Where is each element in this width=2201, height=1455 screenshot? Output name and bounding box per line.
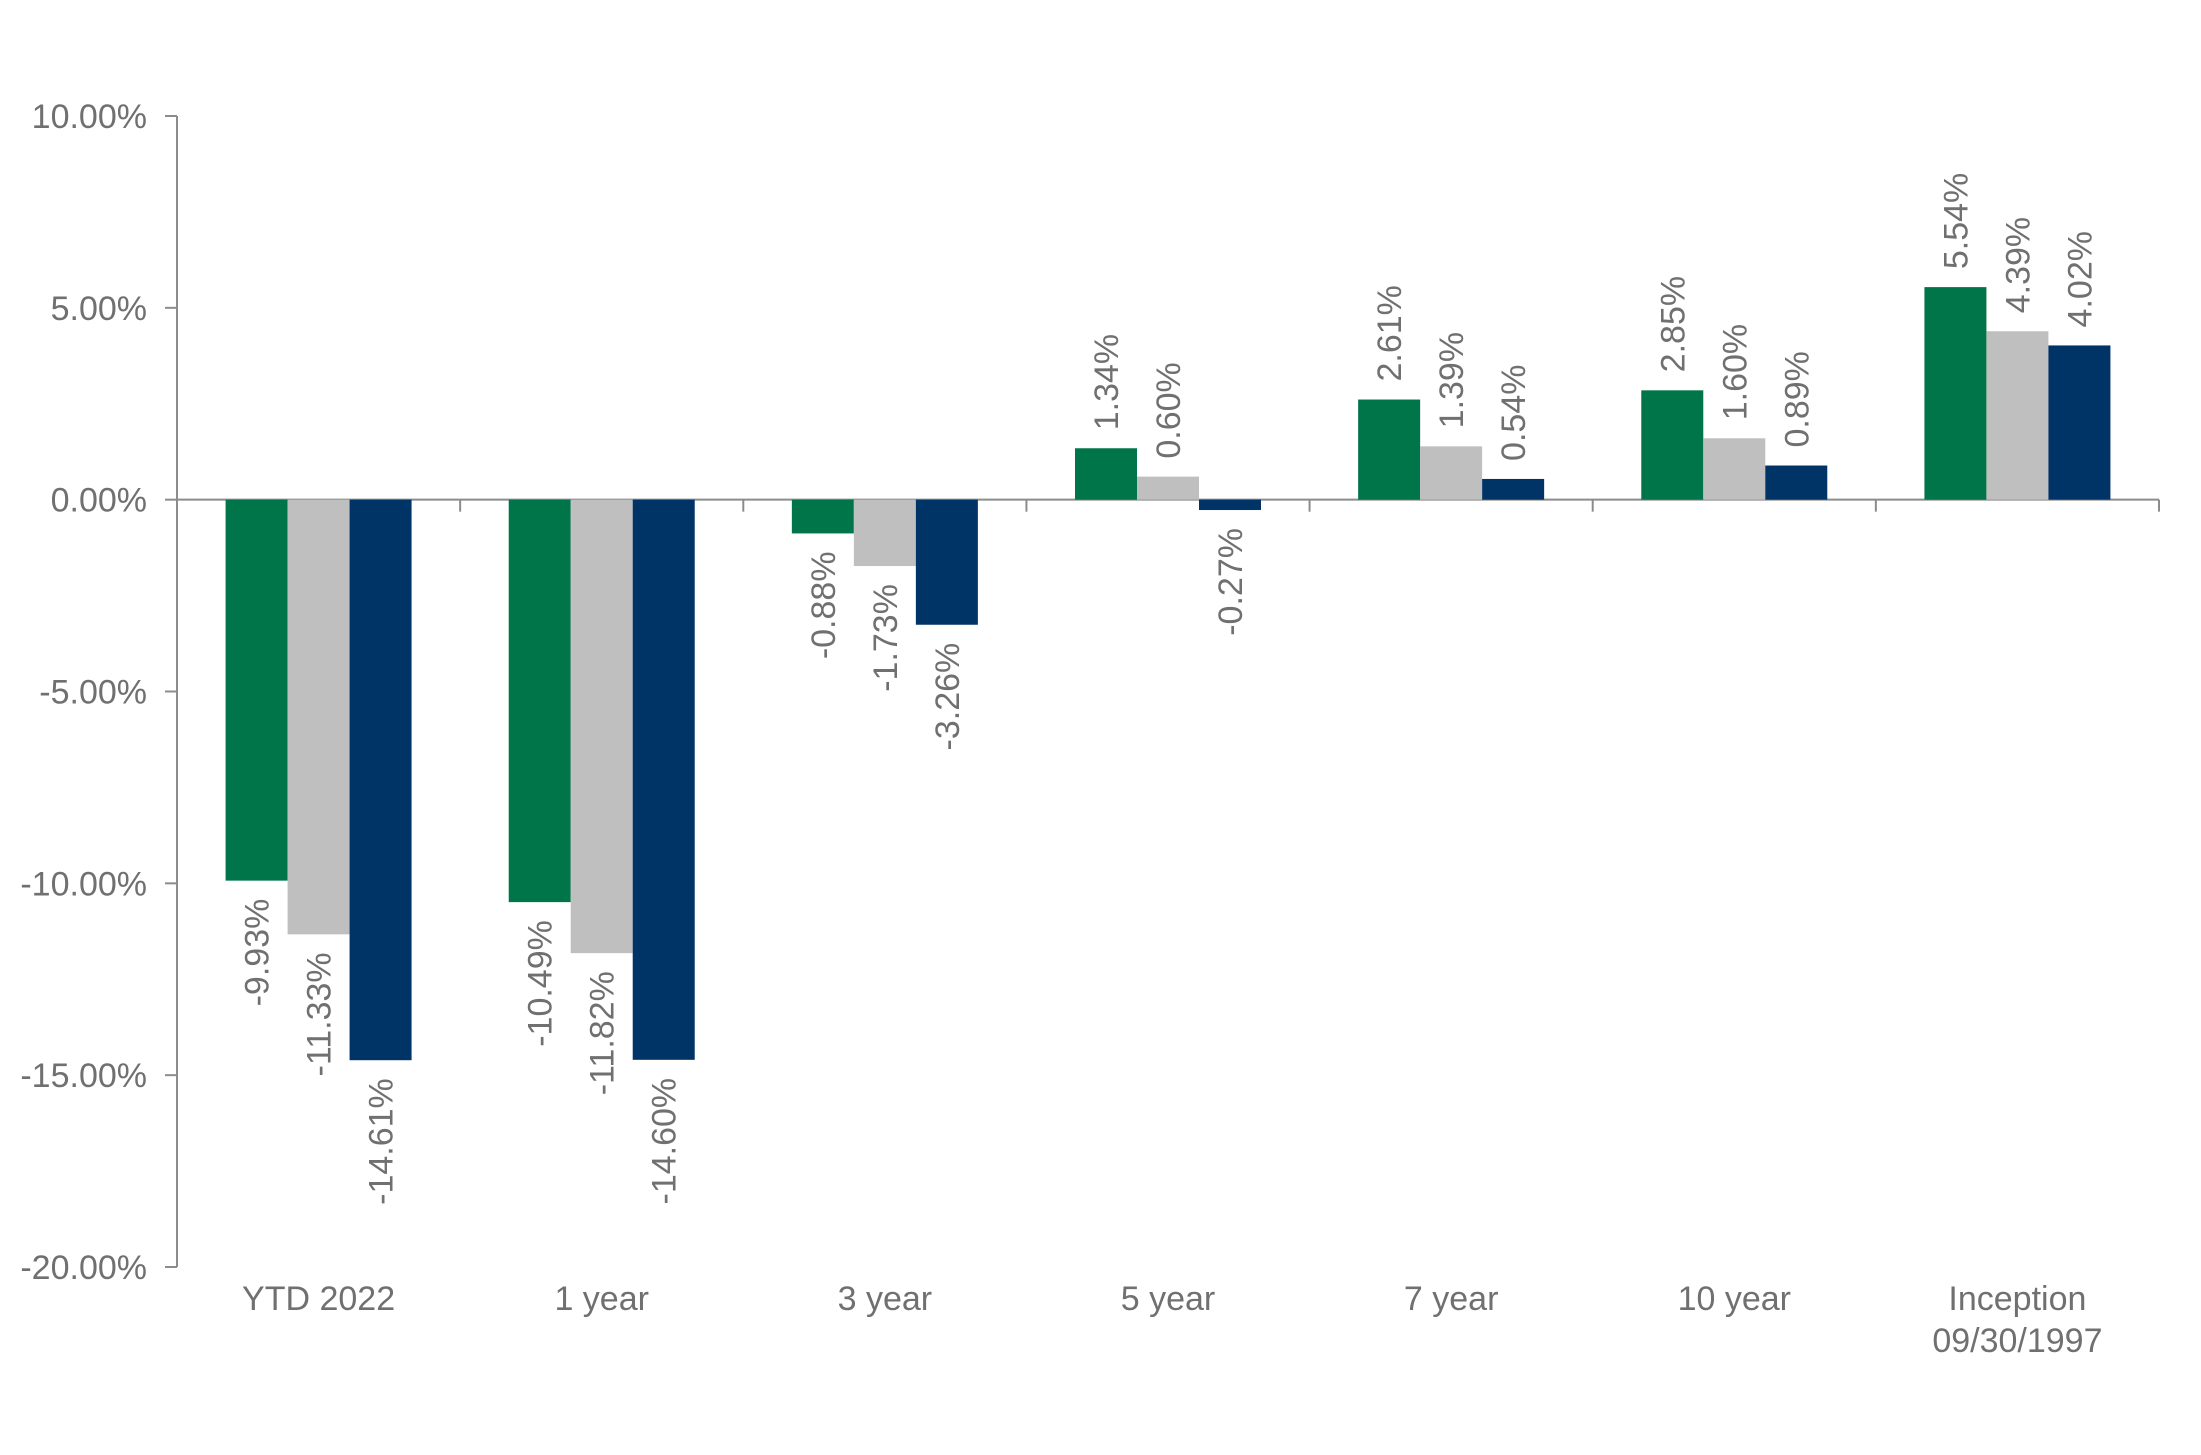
data-labels: -9.93% -10.49% -0.88% 1.34% 2.61% 2.85% 5.54% -… (239, 173, 2100, 1205)
bar (1703, 438, 1766, 500)
data-label: 4.39% (1999, 217, 2037, 313)
bar (1641, 390, 1704, 500)
category-label: Inception 09/30/1997 (1932, 1280, 2102, 1360)
category-label-line: YTD 2022 (242, 1280, 395, 1318)
data-label: -10.49% (522, 920, 560, 1047)
bar (1075, 448, 1137, 500)
bar (1986, 331, 2049, 500)
data-label: 0.54% (1495, 365, 1533, 461)
bar (287, 499, 350, 935)
bar (1420, 446, 1483, 500)
data-label: -11.33% (301, 952, 339, 1076)
y-tick-label: -10.00% (20, 865, 147, 903)
category-label: 7 year (1404, 1280, 1499, 1318)
category-label-line: 5 year (1121, 1280, 1216, 1318)
data-label: 2.85% (1654, 276, 1692, 372)
category-label-line: 7 year (1404, 1280, 1499, 1318)
bar (349, 499, 412, 1061)
bar (570, 499, 633, 954)
bar (1137, 476, 1199, 500)
bar (853, 499, 916, 567)
category-label: YTD 2022 (242, 1280, 395, 1318)
category-label-line: Inception (1948, 1280, 2086, 1318)
data-label: 0.60% (1150, 362, 1188, 458)
bar (1924, 287, 1987, 500)
bar (225, 499, 288, 881)
data-label: -3.26% (929, 643, 967, 751)
bars (225, 287, 2111, 1061)
category-label-line: 10 year (1678, 1280, 1791, 1318)
data-label: 4.02% (2061, 231, 2099, 327)
category-label-line: 3 year (838, 1280, 933, 1318)
data-label: -0.88% (805, 551, 843, 659)
category-label: 5 year (1121, 1280, 1216, 1318)
bar (632, 499, 695, 1060)
data-label: 1.60% (1716, 324, 1754, 420)
y-tick-label: -5.00% (39, 674, 147, 712)
bar (1199, 499, 1261, 511)
bar (1765, 465, 1828, 500)
bar (508, 499, 571, 903)
data-label: -14.61% (363, 1078, 401, 1205)
y-tick-label: 0.00% (51, 482, 147, 520)
category-label-line: 1 year (554, 1280, 649, 1318)
data-label: 1.39% (1433, 332, 1471, 428)
axes: 10.00% 5.00% 0.00% -5.00% -10.00% -15.00% -20.… (20, 98, 2160, 1360)
data-label: 0.89% (1778, 351, 1816, 447)
category-label: 10 year (1678, 1280, 1791, 1318)
category-label: 3 year (838, 1280, 933, 1318)
data-label: -9.93% (239, 899, 277, 1007)
category-label-line: 09/30/1997 (1932, 1322, 2102, 1360)
y-tick-label: 10.00% (32, 98, 147, 136)
bar (1482, 478, 1545, 500)
data-label: 2.61% (1371, 285, 1409, 381)
y-tick-label: -15.00% (20, 1057, 147, 1095)
data-label: -14.60% (646, 1078, 684, 1205)
data-label: 5.54% (1937, 173, 1975, 269)
bar (2048, 345, 2111, 500)
category-label: 1 year (554, 1280, 649, 1318)
data-label: -0.27% (1212, 528, 1250, 636)
y-tick-label: 5.00% (51, 290, 147, 328)
bar (791, 499, 854, 534)
data-label: -11.82% (584, 971, 622, 1095)
data-label: -1.73% (867, 584, 905, 692)
bar (1358, 399, 1421, 500)
bar (915, 499, 978, 625)
data-label: 1.34% (1088, 334, 1126, 430)
y-tick-label: -20.00% (20, 1249, 147, 1287)
